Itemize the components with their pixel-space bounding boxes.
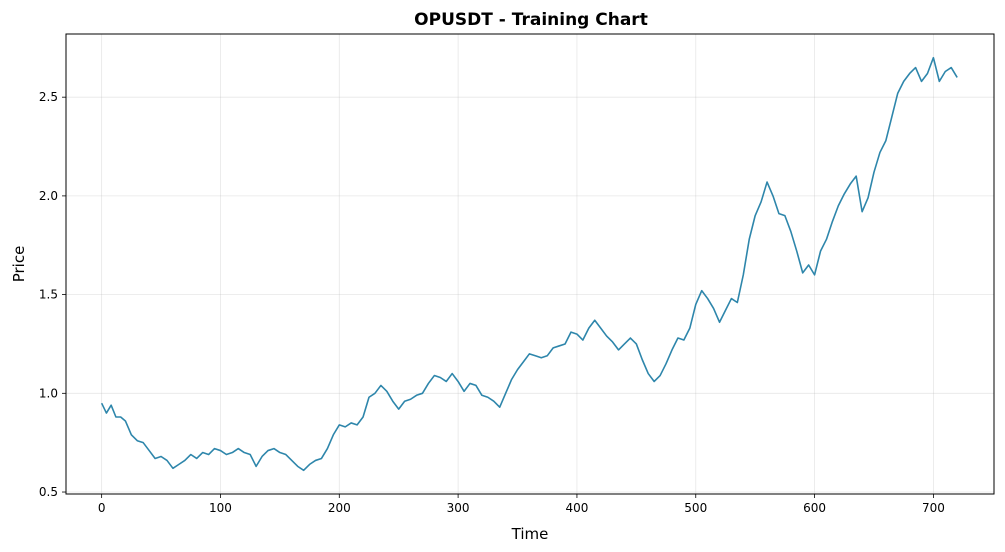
y-axis-ticks: 0.5 1.0 1.5 2.0 2.5 xyxy=(39,90,66,499)
x-tick-label: 600 xyxy=(803,501,826,515)
y-tick-label: 0.5 xyxy=(39,485,58,499)
x-tick-label: 100 xyxy=(209,501,232,515)
y-tick-label: 2.0 xyxy=(39,189,58,203)
y-axis-label: Price xyxy=(10,246,28,283)
plot-frame xyxy=(65,33,995,495)
x-tick-label: 300 xyxy=(447,501,470,515)
x-axis-label: Time xyxy=(511,525,549,543)
x-tick-label: 0 xyxy=(98,501,106,515)
x-tick-label: 200 xyxy=(328,501,351,515)
y-tick-label: 1.5 xyxy=(39,288,58,302)
y-tick-label: 1.0 xyxy=(39,386,58,400)
y-tick-label: 2.5 xyxy=(39,90,58,104)
series-layer xyxy=(100,56,958,472)
grid xyxy=(66,34,994,494)
x-tick-label: 700 xyxy=(922,501,945,515)
chart-title: OPUSDT - Training Chart xyxy=(414,10,648,30)
x-tick-label: 400 xyxy=(565,501,588,515)
x-axis-ticks: 0 100 200 300 400 500 600 700 xyxy=(98,494,945,515)
x-tick-label: 500 xyxy=(684,501,707,515)
price-line xyxy=(100,56,958,472)
